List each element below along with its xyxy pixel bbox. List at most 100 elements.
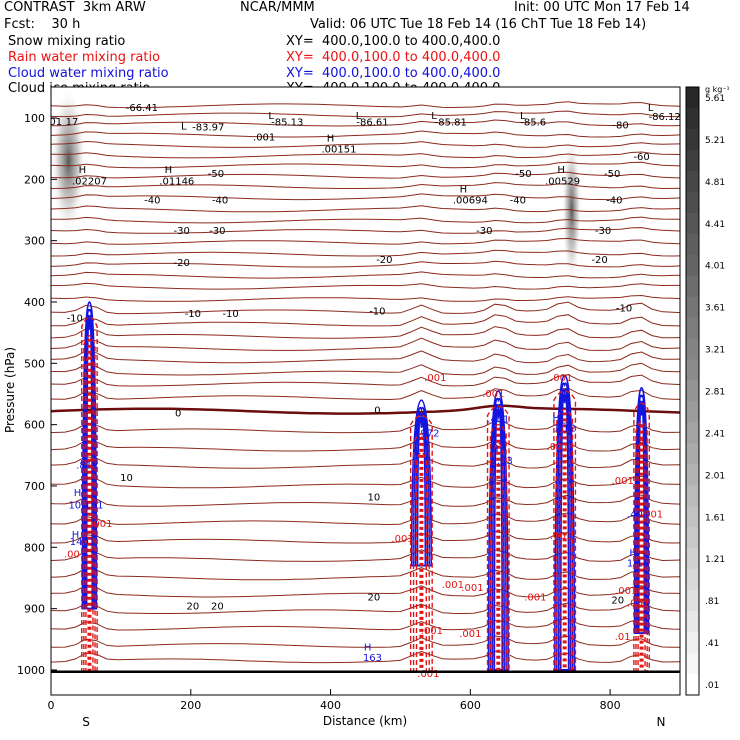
colorbar-label: 4.01 xyxy=(705,262,725,272)
isotherm xyxy=(51,617,680,631)
colorbar-swatch xyxy=(686,170,699,193)
cloud-water-contour xyxy=(489,397,507,671)
extrema-label: 10.101 xyxy=(68,500,103,511)
isotherm xyxy=(51,601,680,615)
isotherm xyxy=(51,130,680,138)
valid-time: Valid: 06 UTC Tue 18 Feb 14 (16 ChT Tue … xyxy=(310,17,647,32)
isotherm xyxy=(51,151,680,159)
contour-labels: -66.41 -83.97 -85.13 -86.61 -85.81 -85.6 -86.1… xyxy=(51,103,680,680)
colorbar-swatch xyxy=(686,317,699,340)
convective-cells xyxy=(81,301,650,674)
rain-water-contour xyxy=(486,405,510,674)
center-name: NCAR/MMM xyxy=(240,0,315,15)
y-tick-label: 600 xyxy=(24,419,45,432)
extrema-label: .00 xyxy=(64,549,80,560)
colorbar-swatch xyxy=(686,233,699,256)
colorbar-swatch xyxy=(686,506,699,528)
colorbar-frame xyxy=(685,86,700,696)
extrema-label: .001 xyxy=(615,586,637,597)
colorbar-swatch xyxy=(686,275,699,298)
extrema-label: 1.53 xyxy=(491,456,513,467)
temperature-label: -10 xyxy=(222,309,238,320)
temperature-isotherms xyxy=(51,101,680,664)
extrema-label: .001 xyxy=(547,442,569,453)
isotherm xyxy=(51,101,680,109)
rain-water-contour xyxy=(633,402,650,674)
colorbar-swatch xyxy=(686,527,699,549)
temperature-label: -40 xyxy=(510,196,526,207)
extrema-label: .001 xyxy=(524,592,546,603)
isotherm xyxy=(51,530,680,544)
colorbar-label: 1.61 xyxy=(705,513,725,523)
extrema-label: H xyxy=(553,413,561,424)
x-tick-label: 400 xyxy=(320,699,341,712)
plot-frame xyxy=(50,86,681,696)
cloud-water-contour xyxy=(412,406,431,567)
temperature-label: 20 xyxy=(611,595,624,606)
start-point-label: S xyxy=(82,715,90,729)
colorbar-swatch xyxy=(686,401,699,423)
colorbar-label: .81 xyxy=(705,597,719,607)
temperature-label: -20 xyxy=(174,258,190,269)
temperature-label: 10 xyxy=(120,473,133,484)
isotherm xyxy=(51,362,680,376)
colorbar-swatch xyxy=(686,653,699,675)
colorbar-swatch xyxy=(686,107,699,130)
field-rain-xy: XY= 400.0,100.0 to 400.0,400.0 xyxy=(286,50,501,65)
extrema-label: L xyxy=(356,111,362,122)
colorbar-label: 4.81 xyxy=(705,178,725,188)
x-tick-label: 200 xyxy=(180,699,201,712)
extrema-label: .001 xyxy=(442,580,464,591)
extrema-label: L xyxy=(268,111,274,122)
field-cloudwater-name: Cloud water mixing ratio xyxy=(8,66,169,81)
colorbar-label: 5.61 xyxy=(705,94,725,104)
colorbar-label: 3.21 xyxy=(705,346,725,356)
temperature-label: -50 xyxy=(515,169,531,180)
field-rain-name: Rain water mixing ratio xyxy=(8,50,161,65)
extrema-label: L xyxy=(520,111,526,122)
extrema-label: .001 xyxy=(550,531,572,542)
extrema-label: .02207 xyxy=(72,177,107,188)
temperature-label: -30 xyxy=(209,226,225,237)
cloud-water-contour xyxy=(416,416,427,567)
isotherm xyxy=(51,438,680,452)
temperature-label: 20 xyxy=(368,592,381,603)
rain-water-contour xyxy=(635,420,648,674)
colorbar-label: 1.21 xyxy=(705,555,725,565)
extrema-label: H xyxy=(79,165,87,176)
extrema-label: .01 xyxy=(615,632,631,643)
temperature-label: -10 xyxy=(67,313,83,324)
temperature-label: -40 xyxy=(606,196,622,207)
extrema-label: 1401 xyxy=(70,537,95,548)
temperature-label: -30 xyxy=(174,226,190,237)
temperature-label: -10 xyxy=(616,304,632,315)
rain-water-contour xyxy=(415,451,428,674)
extrema-label: H xyxy=(557,165,565,176)
rain-water-contour xyxy=(492,442,504,674)
cloud-water-contour xyxy=(85,320,94,610)
colorbar-swatch xyxy=(686,254,699,277)
rain-water-contour xyxy=(412,433,430,674)
isotherm xyxy=(51,350,680,364)
colorbar-swatch xyxy=(686,191,699,214)
y-tick-label: 200 xyxy=(24,173,45,186)
temperature-label: -10 xyxy=(185,309,201,320)
colorbar-label: 2.41 xyxy=(705,429,725,439)
temperature-label: -60 xyxy=(633,152,649,163)
isotherm xyxy=(51,494,680,507)
colorbar-label: 4.41 xyxy=(705,220,725,230)
extrema-label: .812 xyxy=(76,461,98,472)
y-tick-label: 900 xyxy=(24,603,45,616)
isotherm xyxy=(51,567,680,581)
temperature-label: -85.13 xyxy=(271,118,303,129)
y-axis-label: Pressure (hPa) xyxy=(3,347,17,433)
extrema-label: .001 xyxy=(550,373,572,384)
y-tick-label: 700 xyxy=(24,480,45,493)
colorbar-swatch xyxy=(686,464,699,486)
extrema-label: .001 xyxy=(417,669,439,680)
extrema-label: .001 xyxy=(612,476,634,487)
colorbar-swatch xyxy=(686,590,699,612)
colorbar-swatch xyxy=(686,149,699,172)
extrema-label: 5 xyxy=(488,478,494,489)
extrema-label: .001 xyxy=(421,626,443,637)
